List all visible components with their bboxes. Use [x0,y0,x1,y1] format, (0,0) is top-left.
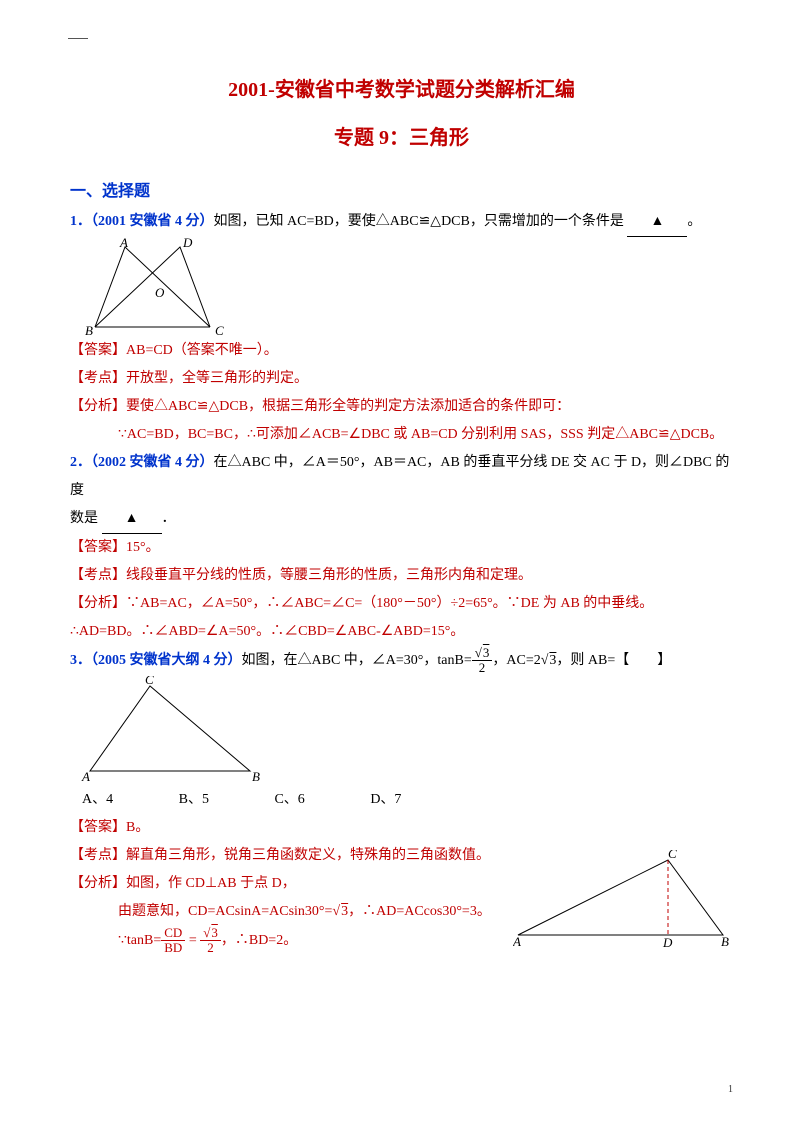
q3-stem: 3．（2005 安徽省大纲 4 分）如图，在△ABC 中，∠A=30°，tanB… [70,646,733,676]
q3-choices: A、4 B、5 C、6 D、7 [70,786,733,814]
frac-sqrt3-2: √32 [472,646,493,676]
svg-text:A: A [81,769,90,784]
svg-text:D: D [662,935,673,950]
page-number: 1 [728,1080,733,1100]
q1-fenxi-2: ∵AC=BD，BC=BC，∴可添加∠ACB=∠DBC 或 AB=CD 分别利用 … [118,421,733,449]
choice-d: D、7 [370,786,401,814]
q1-fenxi-1: 【分析】要使△ABC≌△DCB，根据三角形全等的判定方法添加适合的条件即可： [70,393,733,421]
q3-source: （2005 安徽省大纲 4 分） [91,653,242,668]
q2-answer: 【答案】15°。 [70,534,733,562]
svg-text:B: B [252,769,260,784]
q3-number: 3． [70,653,91,668]
q2-stem-line1: 2．（2002 安徽省 4 分）在△ABC 中，∠A＝50°，AB＝AC，AB … [70,449,733,505]
q3-fenxi-block: 【分析】如图，作 CD⊥AB 于点 D， 由题意知，CD=ACsinA=ACsi… [70,870,733,956]
svg-text:C: C [215,323,224,337]
svg-text:B: B [721,934,729,949]
q1-answer: 【答案】AB=CD（答案不唯一）。 [70,337,733,365]
choice-b: B、5 [179,786,209,814]
q2-kaodian: 【考点】线段垂直平分线的性质，等腰三角形的性质，三角形内角和定理。 [70,562,733,590]
svg-text:O: O [155,285,165,300]
q2-number: 2． [70,455,91,470]
q2-blank: ▲ [102,505,162,534]
choice-c: C、6 [274,786,304,814]
svg-text:D: D [182,237,193,250]
q1-source: （2001 安徽省 4 分） [91,214,214,229]
svg-text:C: C [145,676,154,687]
q1-blank: ▲ [627,208,687,237]
svg-text:A: A [119,237,128,250]
q2-fenxi-2: ∴AD=BD。∴∠ABD=∠A=50°。∴∠CBD=∠ABC-∠ABD=15°。 [70,618,733,646]
q1-stem: 1．（2001 安徽省 4 分）如图，已知 AC=BD，要使△ABC≌△DCB，… [70,208,733,237]
header-rule [68,38,88,39]
q3-figure-1: A B C [80,676,280,786]
q1-figure: A D B C O [80,237,250,337]
frac-sqrt3-2b: √32 [200,926,221,956]
svg-text:C: C [668,850,677,861]
doc-title-2: 专题 9：三角形 [70,118,733,158]
q3-answer: 【答案】B。 [70,814,733,842]
doc-title-1: 2001-安徽省中考数学试题分类解析汇编 [70,70,733,110]
q2-stem-line2: 数是 ▲． [70,505,733,534]
q1-kaodian: 【考点】开放型，全等三角形的判定。 [70,365,733,393]
frac-cd-bd: CDBD [161,926,185,956]
q2-source: （2002 安徽省 4 分） [91,455,214,470]
section-heading: 一、选择题 [70,176,733,208]
svg-text:A: A [513,934,521,949]
q1-number: 1． [70,214,91,229]
q2-fenxi-1: 【分析】∵AB=AC，∠A=50°，∴∠ABC=∠C=（180°－50°）÷2=… [70,590,733,618]
q3-figure-2: A B C D [513,850,733,950]
choice-a: A、4 [82,786,113,814]
q1-text: 如图，已知 AC=BD，要使△ABC≌△DCB，只需增加的一个条件是 [214,214,624,229]
svg-text:B: B [85,323,93,337]
